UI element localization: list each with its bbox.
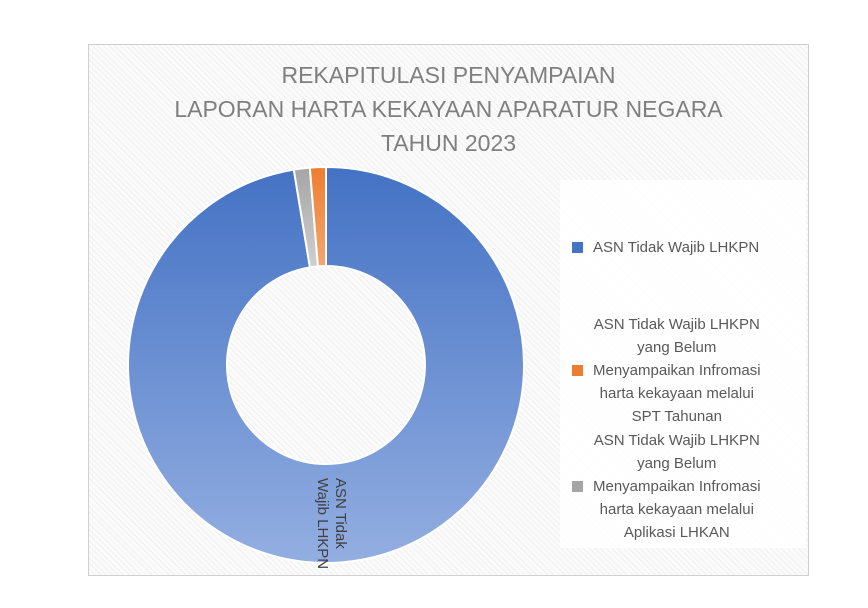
donut-slice-asn-tidak-wajib	[127, 165, 525, 564]
chart-title-line-1: REKAPITULASI PENYAMPAIAN	[281, 62, 616, 88]
legend-item-aplikasi-lhkan: ASN Tidak Wajib LHKPN yang Belum Menyamp…	[572, 429, 761, 544]
chart-title-line-2: LAPORAN HARTA KEKAYAAN APARATUR NEGARA	[174, 96, 723, 122]
data-label-asn-tidak-wajib: ASN TidakWajib LHKPN	[314, 478, 349, 569]
legend-label-2: ASN Tidak Wajib LHKPN yang Belum Menyamp…	[593, 316, 761, 425]
legend-label-1: ASN Tidak Wajib LHKPN	[593, 239, 760, 256]
legend-swatch-blue	[572, 242, 583, 253]
legend-swatch-orange	[572, 365, 583, 376]
legend	[560, 180, 806, 548]
donut-slice-spt-tahunan	[308, 165, 327, 268]
legend-label-3: ASN Tidak Wajib LHKPN yang Belum Menyamp…	[593, 432, 761, 541]
chart-title: REKAPITULASI PENYAMPAIAN LAPORAN HARTA K…	[88, 58, 809, 160]
legend-swatch-gray	[572, 481, 583, 492]
chart-title-line-3: TAHUN 2023	[380, 130, 517, 156]
legend-item-asn-tidak-wajib: ASN Tidak Wajib LHKPN	[572, 236, 759, 259]
legend-item-spt-tahunan: ASN Tidak Wajib LHKPN yang Belum Menyamp…	[572, 313, 761, 428]
